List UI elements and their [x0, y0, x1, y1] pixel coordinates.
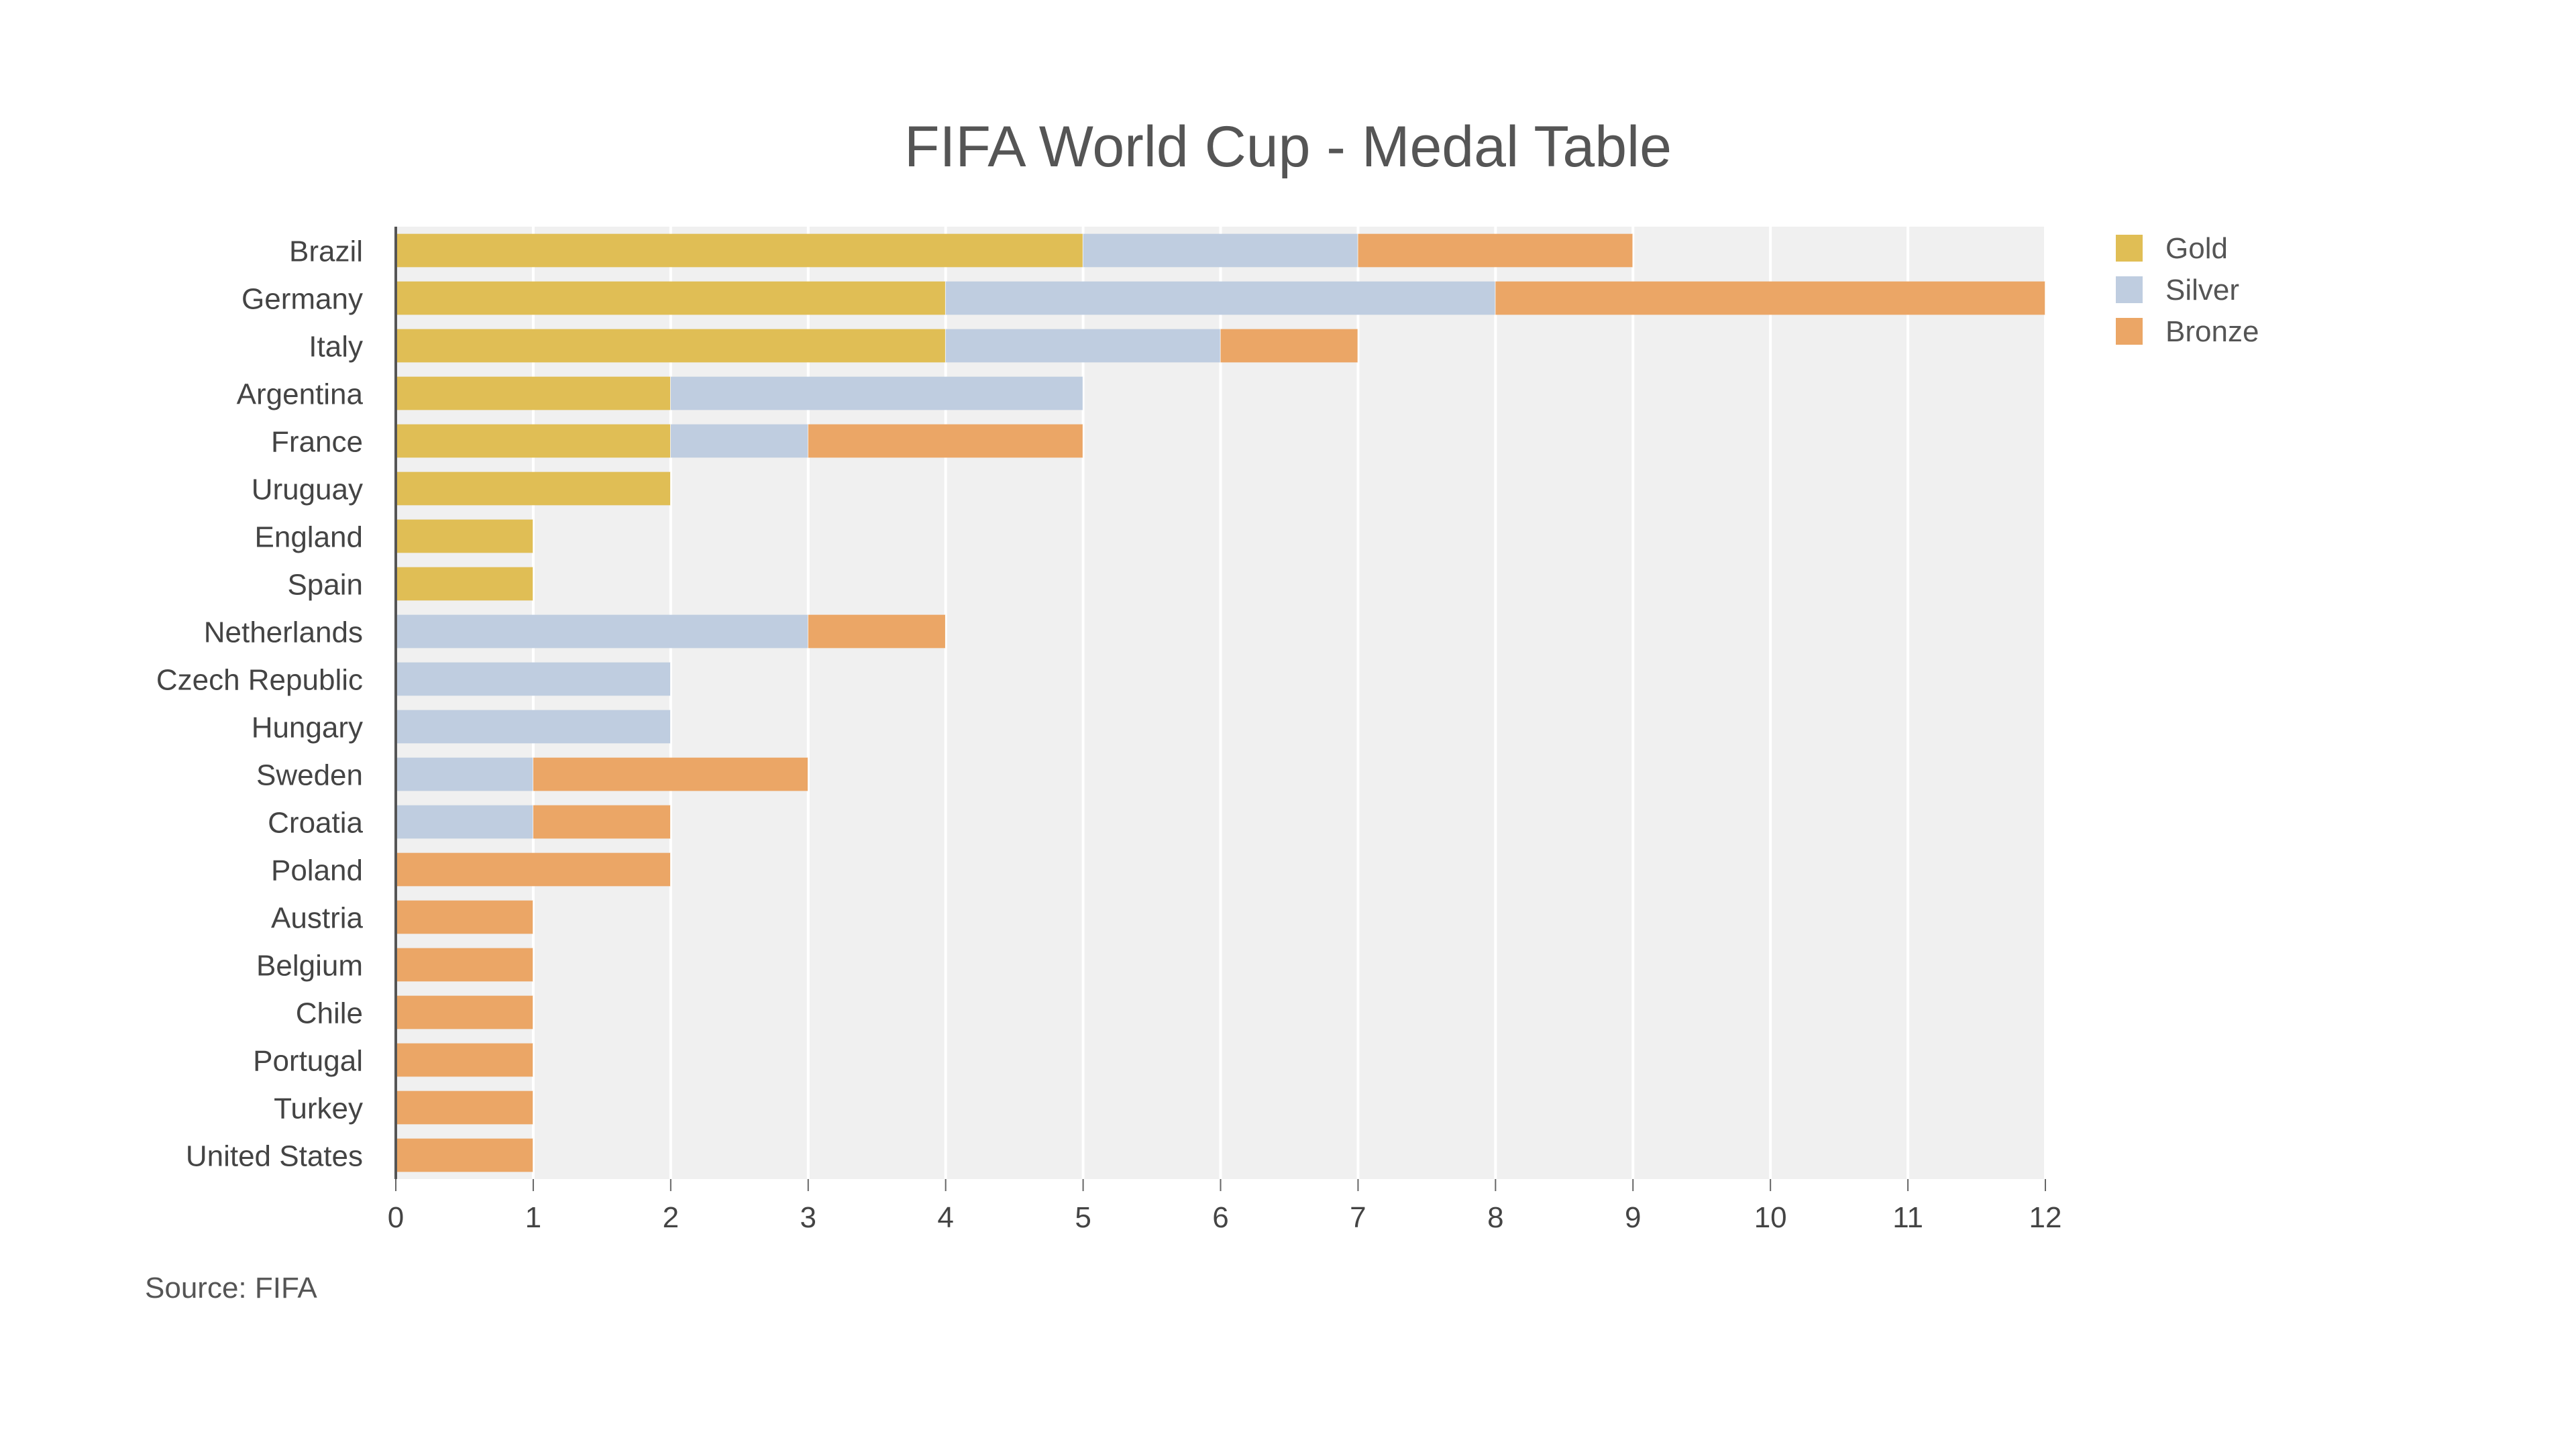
y-category-label: France: [271, 426, 363, 459]
x-tick-label: 12: [2029, 1201, 2062, 1234]
bar-silver-netherlands: [396, 614, 808, 649]
legend-swatch: [2116, 318, 2143, 345]
bar-bronze-belgium: [396, 948, 533, 982]
bar-bronze-chile: [396, 995, 533, 1029]
legend-item-bronze[interactable]: Bronze: [2116, 315, 2259, 348]
x-tick-label: 1: [525, 1201, 541, 1234]
bar-bronze-croatia: [533, 805, 671, 839]
y-category-label: Portugal: [253, 1045, 363, 1078]
bar-bronze-netherlands: [808, 614, 946, 649]
bars: [396, 233, 2046, 1172]
x-tick-label: 8: [1487, 1201, 1503, 1234]
x-axis-ticks: 0 1 2 3 4 5 6 7 8 9 10 11 12: [388, 1179, 2062, 1234]
bar-silver-croatia: [396, 805, 533, 839]
bar-bronze-italy: [1220, 329, 1358, 363]
bar-silver-brazil: [1083, 233, 1358, 268]
y-category-label: Brazil: [289, 235, 363, 268]
bar-silver-france: [670, 424, 808, 458]
y-category-label: Austria: [271, 902, 363, 935]
bar-bronze-united-states: [396, 1138, 533, 1172]
bar-gold-england: [396, 519, 533, 553]
y-category-label: Czech Republic: [156, 664, 363, 697]
x-tick-label: 0: [388, 1201, 404, 1234]
bar-bronze-poland: [396, 852, 671, 887]
bar-silver-germany: [945, 281, 1496, 315]
x-tick-label: 4: [937, 1201, 953, 1234]
bar-silver-sweden: [396, 757, 533, 791]
legend-swatch: [2116, 235, 2143, 262]
y-category-label: Germany: [241, 283, 363, 316]
y-category-label: Turkey: [274, 1093, 363, 1125]
bar-bronze-france: [808, 424, 1083, 458]
x-tick-label: 6: [1212, 1201, 1228, 1234]
y-category-label: Belgium: [256, 950, 363, 983]
bar-silver-czech-republic: [396, 662, 671, 696]
x-tick-label: 9: [1625, 1201, 1641, 1234]
y-category-label: Chile: [296, 997, 363, 1030]
bar-bronze-brazil: [1358, 233, 1633, 268]
x-tick-label: 3: [800, 1201, 816, 1234]
bar-gold-france: [396, 424, 671, 458]
legend-item-silver[interactable]: Silver: [2116, 274, 2239, 306]
bar-silver-italy: [945, 329, 1221, 363]
y-category-label: Croatia: [268, 807, 363, 840]
x-tick-label: 5: [1075, 1201, 1091, 1234]
legend-label: Bronze: [2165, 315, 2259, 348]
legend-swatch: [2116, 276, 2143, 303]
bar-gold-uruguay: [396, 471, 671, 506]
x-tick-label: 11: [1892, 1201, 1923, 1234]
bar-bronze-sweden: [533, 757, 808, 791]
x-tick-label: 10: [1754, 1201, 1787, 1234]
bar-gold-germany: [396, 281, 946, 315]
y-category-label: United States: [186, 1140, 363, 1173]
y-category-label: Spain: [287, 569, 363, 602]
y-category-label: England: [255, 521, 363, 554]
y-category-label: Sweden: [256, 759, 363, 792]
legend-label: Silver: [2165, 274, 2239, 306]
y-category-label: Italy: [309, 331, 363, 364]
source-note: Source: FIFA: [145, 1272, 317, 1304]
y-category-label: Uruguay: [252, 473, 363, 506]
bar-gold-italy: [396, 329, 946, 363]
legend-label: Gold: [2165, 232, 2228, 265]
bar-bronze-turkey: [396, 1091, 533, 1125]
bar-bronze-germany: [1495, 281, 2045, 315]
bar-gold-spain: [396, 567, 533, 601]
bar-gold-brazil: [396, 233, 1083, 268]
chart-title: FIFA World Cup - Medal Table: [904, 115, 1672, 179]
y-category-label: Netherlands: [204, 616, 363, 649]
legend: Gold Silver Bronze: [2116, 232, 2259, 348]
bar-gold-argentina: [396, 376, 671, 410]
bar-bronze-portugal: [396, 1043, 533, 1077]
bar-silver-argentina: [670, 376, 1083, 410]
bar-bronze-austria: [396, 900, 533, 934]
x-tick-label: 2: [663, 1201, 679, 1234]
y-category-label: Argentina: [237, 378, 364, 411]
y-axis-labels: Brazil Germany Italy Argentina France Uruguay…: [156, 235, 364, 1173]
x-tick-label: 7: [1350, 1201, 1366, 1234]
y-category-label: Hungary: [252, 712, 363, 744]
bar-silver-hungary: [396, 710, 671, 744]
legend-item-gold[interactable]: Gold: [2116, 232, 2228, 265]
y-category-label: Poland: [271, 854, 363, 887]
